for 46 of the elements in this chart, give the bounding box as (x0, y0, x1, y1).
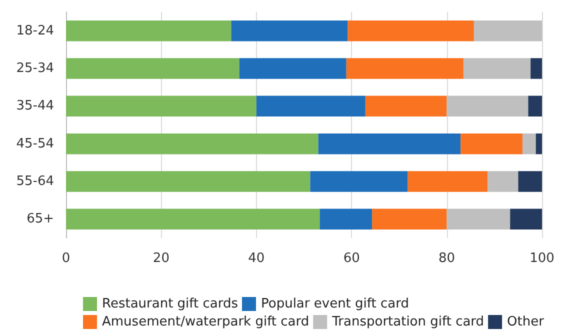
legend-label: Amusement/waterpark gift card (102, 314, 310, 330)
bar (510, 208, 542, 230)
bar (528, 96, 542, 117)
bar (488, 171, 518, 192)
bar (463, 58, 531, 79)
bar (66, 96, 256, 117)
bar (530, 58, 542, 79)
bar (318, 133, 461, 154)
legend-label: Restaurant gift cards (102, 296, 238, 312)
x-tick-label: 80 (438, 251, 456, 266)
bar (231, 20, 348, 42)
bar (408, 171, 488, 192)
bar (372, 208, 447, 230)
bar (522, 133, 536, 154)
x-tick-label: 0 (62, 251, 70, 266)
y-tick-label: 35-44 (16, 98, 54, 114)
bar (320, 208, 372, 230)
x-tick-label: 40 (248, 251, 265, 266)
legend-label: Transportation gift card (331, 314, 484, 330)
y-tick-label: 55-64 (16, 174, 54, 189)
bar (346, 58, 464, 79)
bar (239, 58, 346, 79)
y-tick-label: 65+ (26, 212, 54, 227)
bar (518, 171, 542, 192)
bar (460, 133, 522, 154)
x-tick-label: 100 (530, 251, 554, 266)
bar (66, 208, 320, 230)
bar (66, 171, 310, 192)
bar (446, 96, 528, 117)
legend-label: Popular event gift card (261, 296, 409, 312)
bar (66, 133, 318, 154)
bar (256, 96, 366, 117)
bar (446, 208, 510, 230)
y-tick-label: 45-54 (16, 136, 54, 152)
bar (66, 58, 240, 79)
x-tick-label: 60 (343, 251, 360, 266)
y-tick-label: 25-34 (16, 61, 54, 76)
legend-label: Other (507, 314, 545, 330)
bar (66, 20, 232, 42)
bar (536, 133, 542, 154)
y-tick-label: 18-24 (16, 23, 54, 38)
bar (348, 20, 474, 42)
x-tick-label: 20 (152, 251, 170, 266)
bar (474, 20, 542, 42)
bar (365, 96, 447, 117)
bar (310, 171, 408, 192)
